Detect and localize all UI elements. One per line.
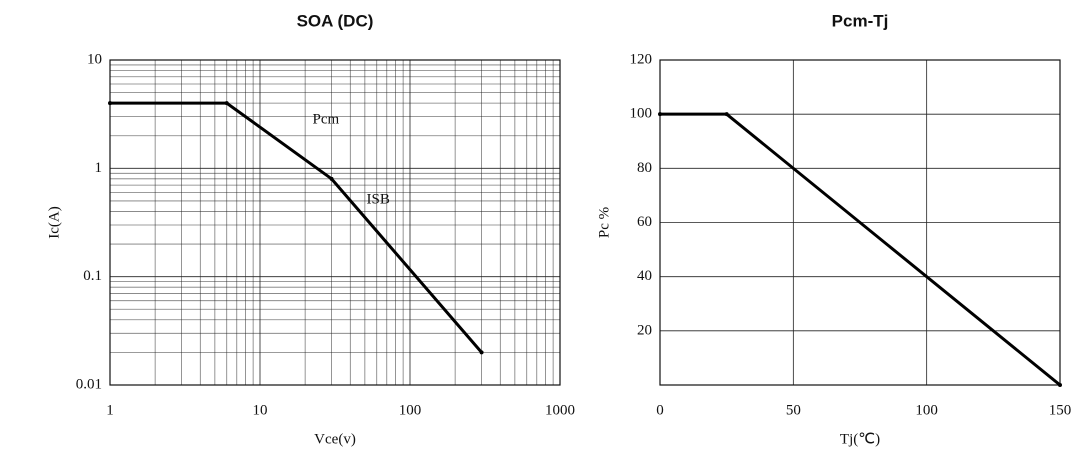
x-tick-label: 100: [915, 402, 938, 418]
data-point: [108, 101, 112, 106]
y-tick-label: 80: [637, 160, 652, 176]
data-point: [224, 101, 229, 106]
annotation: ISB: [367, 191, 390, 207]
y-tick-label: 0.01: [76, 376, 102, 392]
data-point: [658, 112, 662, 117]
chart-title: SOA (DC): [297, 11, 374, 30]
y-axis-label: Pc %: [596, 207, 612, 238]
annotation: Pcm: [313, 111, 340, 127]
y-tick-label: 1: [95, 160, 103, 176]
y-tick-label: 0.1: [83, 268, 102, 284]
y-tick-label: 10: [87, 51, 102, 67]
x-tick-label: 0: [656, 402, 664, 418]
x-tick-label: 1: [106, 402, 114, 418]
plot-frame: [659, 59, 1061, 386]
plot-frame: [109, 59, 561, 386]
data-line: [110, 101, 483, 354]
x-tick-label: 100: [399, 402, 422, 418]
x-tick-label: 10: [253, 402, 268, 418]
y-tick-label: 20: [637, 322, 652, 338]
y-tick-label: 100: [630, 106, 653, 122]
data-line: [660, 112, 1061, 387]
x-tick-label: 50: [786, 402, 801, 418]
y-tick-label: 40: [637, 268, 652, 284]
data-point: [329, 176, 334, 181]
data-point: [479, 350, 484, 355]
y-tick-label: 120: [630, 51, 653, 67]
x-tick-label: 150: [1049, 402, 1072, 418]
chart-title: Pcm-Tj: [832, 11, 889, 30]
x-tick-label: 1000: [545, 402, 575, 418]
x-axis-label: Tj(℃): [840, 431, 880, 447]
data-point: [1058, 383, 1062, 387]
y-axis-label: Ic(A): [46, 206, 62, 238]
y-tick-label: 60: [637, 214, 652, 230]
x-axis-label: Vce(v): [314, 431, 356, 447]
data-point: [724, 112, 729, 117]
